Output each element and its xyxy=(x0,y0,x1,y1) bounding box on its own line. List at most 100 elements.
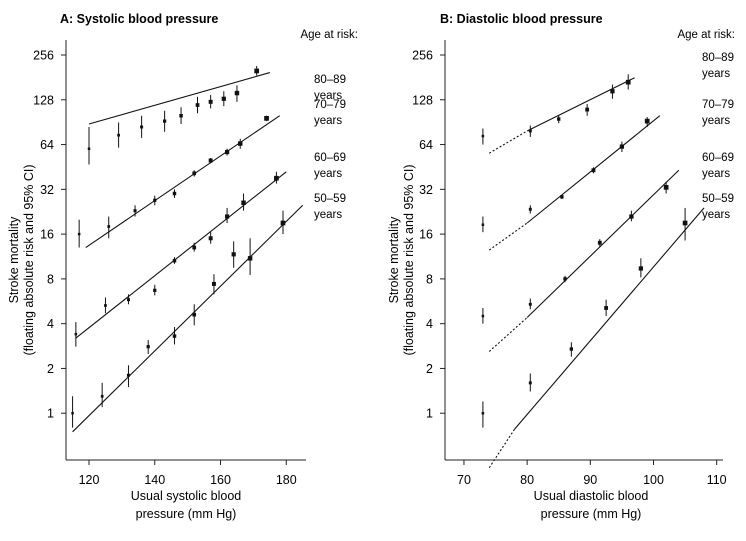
data-point xyxy=(528,302,532,306)
age-group-label: 50–59 xyxy=(702,193,734,205)
y-tick-label: 16 xyxy=(419,228,433,242)
regression-line xyxy=(526,169,680,318)
x-axis-label: pressure (mm Hg) xyxy=(136,507,237,521)
data-point xyxy=(126,373,130,377)
data-point xyxy=(208,158,213,163)
data-point xyxy=(610,89,615,94)
age-group-label: 70–79 xyxy=(314,99,346,111)
age-group-label: years xyxy=(702,168,730,180)
age-group-label: years xyxy=(314,168,342,180)
data-point xyxy=(629,214,634,219)
y-axis-label: (floating absolute risk and 95% CI) xyxy=(22,164,36,355)
data-point xyxy=(100,394,104,398)
data-point xyxy=(254,68,260,74)
y-tick-label: 32 xyxy=(40,183,54,197)
data-point xyxy=(153,198,157,202)
data-point xyxy=(133,209,137,213)
series-0 xyxy=(481,74,635,154)
series-1 xyxy=(77,115,281,248)
y-tick-label: 2 xyxy=(426,362,433,376)
data-point xyxy=(126,298,130,302)
x-tick-label: 100 xyxy=(643,473,664,487)
regression-line-extension xyxy=(488,222,528,251)
y-tick-label: 64 xyxy=(419,138,433,152)
data-point xyxy=(481,411,485,415)
data-point xyxy=(481,223,485,226)
age-group-label: 80–89 xyxy=(702,52,734,64)
data-point xyxy=(146,345,150,349)
data-point xyxy=(663,184,669,190)
data-point xyxy=(528,129,532,133)
data-point xyxy=(172,258,177,263)
y-axis-label: (floating absolute risk and 95% CI) xyxy=(402,164,416,355)
regression-line xyxy=(85,115,281,248)
x-tick-label: 180 xyxy=(276,473,297,487)
data-point xyxy=(280,220,286,226)
y-axis-label-line: Stroke mortality xyxy=(387,216,401,304)
regression-line-extension xyxy=(488,130,528,154)
data-point xyxy=(221,96,226,101)
y-tick-label: 32 xyxy=(419,183,433,197)
data-point xyxy=(87,147,91,150)
y-axis-label: Stroke mortality xyxy=(387,216,401,304)
series-3 xyxy=(481,207,705,469)
age-header: Age at risk: xyxy=(677,29,735,41)
data-point xyxy=(117,133,120,137)
data-point xyxy=(192,245,197,250)
panel-b-diastolic: B: Diastolic blood pressure 1 2 4 8 16 32 64 128… xyxy=(387,12,735,521)
data-point xyxy=(231,252,236,257)
age-group-label: 60–69 xyxy=(314,152,346,164)
y-tick-label: 8 xyxy=(426,272,433,286)
data-point xyxy=(192,171,197,176)
y-tick-label: 1 xyxy=(426,407,433,421)
data-point xyxy=(264,116,269,121)
data-point xyxy=(569,347,574,351)
regression-line xyxy=(514,207,705,430)
data-point xyxy=(77,232,81,236)
data-point xyxy=(195,103,200,107)
data-point xyxy=(172,334,177,338)
data-point xyxy=(107,225,111,228)
data-point xyxy=(274,175,279,181)
y-tick-label: 1 xyxy=(47,407,54,421)
y-axis-label-line: Stroke mortality xyxy=(7,216,21,304)
age-group-label: 80–89 xyxy=(314,74,346,86)
regression-line xyxy=(72,204,304,433)
data-point xyxy=(563,277,567,281)
data-point xyxy=(644,118,650,124)
data-point xyxy=(140,125,144,129)
data-point xyxy=(208,236,213,241)
age-group-label: 70–79 xyxy=(702,99,734,111)
x-axis-label: pressure (mm Hg) xyxy=(541,507,642,521)
y-tick-label: 4 xyxy=(47,317,54,331)
regression-line xyxy=(526,77,635,132)
series-3 xyxy=(71,204,304,433)
regression-line-extension xyxy=(488,317,528,352)
data-point xyxy=(241,200,246,205)
series-1 xyxy=(481,115,661,251)
data-point xyxy=(604,306,609,310)
data-point xyxy=(625,79,631,85)
age-group-label: years xyxy=(314,209,342,221)
data-point xyxy=(153,288,157,292)
data-point xyxy=(208,99,213,104)
data-point xyxy=(234,90,240,96)
x-tick-label: 120 xyxy=(79,473,100,487)
y-tick-label: 256 xyxy=(412,49,433,63)
data-point xyxy=(172,191,177,196)
x-tick-label: 110 xyxy=(707,473,727,487)
data-point xyxy=(192,312,197,317)
series-2 xyxy=(481,169,680,352)
x-tick-label: 160 xyxy=(210,473,231,487)
age-group-label: 60–69 xyxy=(702,152,734,164)
panel-a-systolic: A: Systolic blood pressure 1 2 4 8 16 32 64 128 2… xyxy=(7,12,358,521)
x-tick-label: 70 xyxy=(457,473,471,487)
data-point xyxy=(104,304,107,307)
y-tick-label: 2 xyxy=(47,362,54,376)
x-tick-label: 90 xyxy=(583,473,597,487)
data-point xyxy=(638,266,643,271)
y-tick-label: 64 xyxy=(40,138,54,152)
data-point xyxy=(528,207,532,211)
regression-line xyxy=(88,72,270,125)
